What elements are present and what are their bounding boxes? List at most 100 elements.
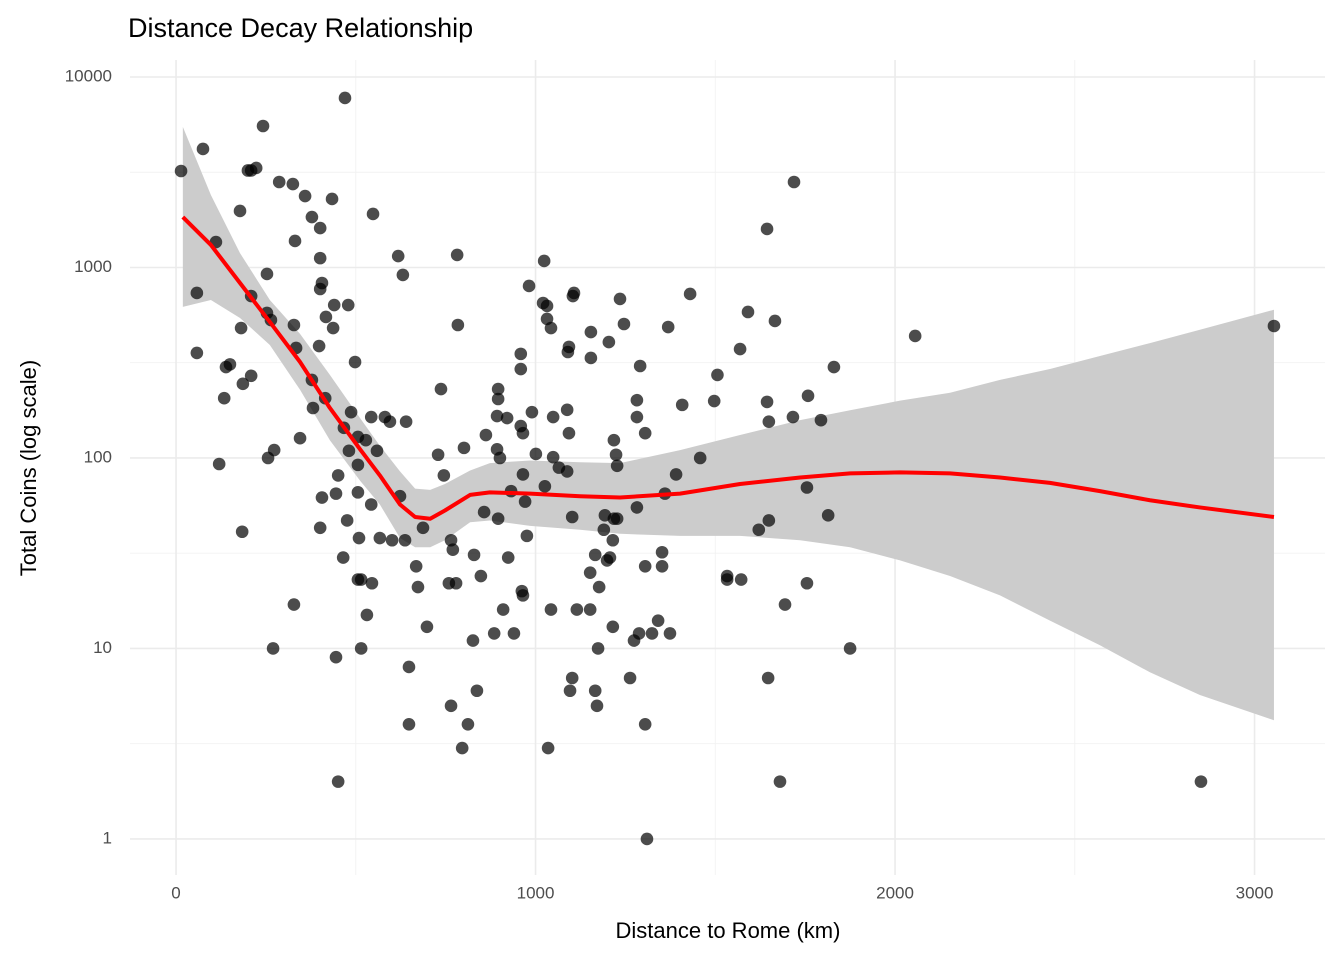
point: [583, 566, 597, 579]
point: [651, 614, 665, 627]
point: [602, 335, 616, 349]
point: [733, 342, 747, 356]
point: [762, 415, 776, 429]
point: [249, 161, 263, 175]
point: [313, 221, 327, 235]
chart-title: Distance Decay Relationship: [128, 13, 473, 43]
x-tick-label: 0: [171, 883, 180, 902]
point: [364, 498, 378, 511]
point: [778, 598, 792, 611]
point: [338, 91, 352, 105]
point: [560, 465, 574, 478]
point: [331, 469, 345, 482]
point: [638, 560, 652, 573]
point: [663, 627, 677, 640]
point: [319, 310, 333, 324]
point: [235, 525, 249, 539]
point: [773, 775, 787, 788]
point: [711, 368, 724, 382]
point: [630, 501, 644, 514]
point: [603, 551, 617, 564]
y-tick-label: 1: [103, 828, 112, 847]
point: [583, 603, 597, 616]
point: [683, 287, 697, 301]
point: [399, 415, 413, 429]
point: [341, 298, 355, 312]
point: [351, 458, 365, 472]
point: [617, 317, 631, 331]
point: [402, 660, 416, 674]
point: [562, 340, 576, 354]
point: [540, 299, 554, 313]
point: [174, 164, 188, 178]
point: [655, 545, 669, 559]
x-tick-label: 2000: [876, 883, 914, 902]
point: [610, 512, 624, 526]
point: [640, 832, 654, 846]
point: [266, 642, 280, 655]
point: [645, 627, 659, 640]
point: [1267, 319, 1281, 333]
point: [514, 362, 528, 376]
point: [313, 251, 327, 265]
point: [762, 514, 776, 527]
point: [315, 491, 329, 504]
point: [541, 741, 555, 755]
point: [609, 448, 623, 462]
point: [588, 548, 602, 562]
point: [584, 351, 598, 365]
point: [515, 584, 529, 598]
point: [474, 569, 488, 583]
point: [434, 382, 448, 396]
point: [606, 533, 620, 547]
point: [516, 468, 530, 481]
point: [529, 447, 543, 461]
point: [236, 377, 250, 391]
point: [470, 684, 484, 698]
point: [331, 775, 345, 788]
point: [501, 551, 515, 564]
point: [787, 175, 801, 189]
point: [734, 573, 748, 586]
point: [607, 433, 621, 447]
point: [544, 603, 558, 616]
point: [431, 448, 445, 462]
point: [444, 533, 458, 547]
point: [306, 401, 320, 415]
point: [385, 533, 399, 547]
point: [457, 441, 471, 455]
point: [479, 428, 493, 442]
y-axis-title: Total Coins (log scale): [16, 360, 41, 576]
point: [752, 523, 766, 537]
point: [256, 119, 270, 133]
point: [444, 699, 458, 713]
point: [597, 523, 611, 537]
point: [584, 325, 598, 339]
point: [786, 410, 800, 424]
point: [298, 189, 312, 203]
point: [537, 254, 551, 268]
y-tick-label: 1000: [74, 257, 112, 276]
point: [630, 393, 644, 407]
point: [522, 279, 536, 293]
point: [565, 510, 579, 524]
point: [493, 451, 507, 465]
point: [490, 409, 504, 423]
y-tick-label: 100: [84, 447, 112, 466]
point: [411, 580, 425, 594]
point: [223, 358, 237, 371]
point: [610, 459, 624, 473]
point: [516, 426, 530, 440]
point: [661, 320, 675, 334]
point: [234, 321, 248, 335]
point: [416, 521, 430, 535]
point: [638, 717, 652, 731]
point: [514, 347, 528, 361]
point: [233, 204, 247, 218]
point: [455, 741, 469, 755]
point: [800, 576, 814, 590]
point: [212, 457, 226, 471]
point: [707, 394, 721, 408]
point: [525, 405, 539, 419]
